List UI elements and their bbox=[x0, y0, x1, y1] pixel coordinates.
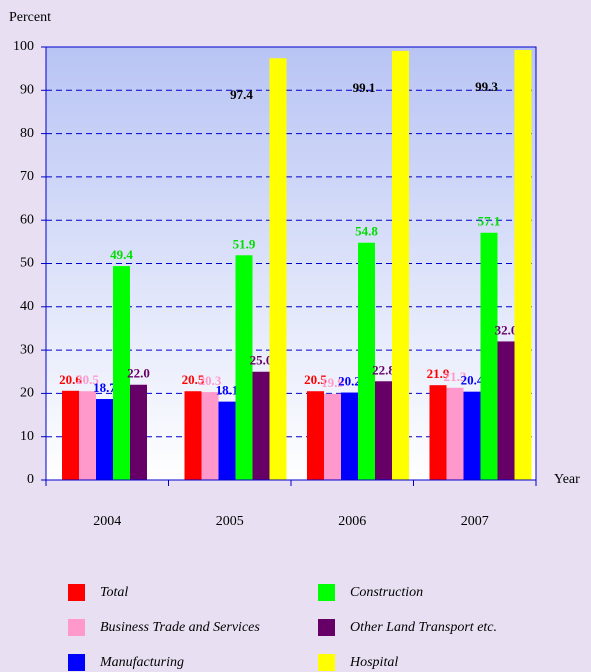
value-label: 20.5 bbox=[182, 372, 205, 387]
x-axis-label: Year bbox=[554, 472, 580, 487]
legend-swatch bbox=[318, 654, 335, 671]
value-label: 18.7 bbox=[93, 380, 116, 395]
value-label: 20.5 bbox=[76, 372, 99, 387]
y-tick-label: 100 bbox=[13, 39, 34, 54]
bar bbox=[341, 392, 358, 480]
bar bbox=[358, 242, 375, 480]
bar bbox=[446, 387, 464, 480]
value-label: 32.0 bbox=[495, 322, 518, 337]
bar bbox=[392, 50, 409, 480]
bar bbox=[130, 384, 147, 480]
legend-swatch bbox=[68, 654, 85, 671]
bar bbox=[324, 393, 341, 480]
value-label: 18.1 bbox=[216, 383, 239, 398]
value-label: 97.4 bbox=[230, 87, 253, 102]
y-tick-label: 30 bbox=[20, 342, 34, 357]
bar bbox=[62, 390, 79, 480]
bar bbox=[480, 232, 498, 480]
bar bbox=[113, 266, 130, 480]
value-label: 21.9 bbox=[427, 366, 450, 381]
x-tick-label: 2006 bbox=[338, 514, 366, 529]
y-tick-label: 90 bbox=[20, 83, 34, 98]
value-label: 22.0 bbox=[127, 366, 150, 381]
legend-swatch bbox=[318, 619, 335, 636]
value-label: 57.1 bbox=[478, 214, 501, 229]
value-label: 19.9 bbox=[321, 375, 344, 390]
bar bbox=[429, 385, 447, 480]
value-label: 54.8 bbox=[355, 224, 378, 239]
legend-label: Manufacturing bbox=[99, 655, 184, 670]
bar bbox=[375, 381, 392, 480]
legend-label: Total bbox=[100, 585, 128, 600]
value-label: 20.5 bbox=[304, 372, 327, 387]
legend-label: Construction bbox=[350, 585, 423, 600]
y-tick-label: 50 bbox=[20, 256, 34, 271]
bar bbox=[307, 391, 324, 480]
bar bbox=[463, 391, 481, 480]
x-tick-label: 2004 bbox=[93, 514, 121, 529]
value-label: 51.9 bbox=[233, 236, 256, 251]
bar bbox=[79, 391, 96, 480]
value-label: 22.8 bbox=[372, 362, 395, 377]
bar bbox=[252, 371, 270, 480]
legend-label: Other Land Transport etc. bbox=[350, 620, 497, 635]
y-axis-label: Percent bbox=[9, 10, 51, 25]
value-label: 99.3 bbox=[475, 79, 498, 94]
value-label: 20.6 bbox=[59, 372, 82, 387]
legend-swatch bbox=[68, 619, 85, 636]
y-tick-label: 60 bbox=[20, 212, 34, 227]
y-tick-label: 10 bbox=[20, 429, 34, 444]
x-tick-label: 2007 bbox=[461, 514, 489, 529]
legend-label: Hospital bbox=[349, 655, 398, 670]
bar bbox=[201, 392, 219, 480]
bar bbox=[269, 58, 287, 481]
x-tick-label: 2005 bbox=[216, 514, 244, 529]
y-tick-label: 70 bbox=[20, 169, 34, 184]
value-label: 20.4 bbox=[461, 373, 484, 388]
bar bbox=[184, 391, 202, 480]
bar bbox=[218, 401, 236, 480]
y-tick-label: 0 bbox=[27, 472, 34, 487]
legend-swatch bbox=[318, 584, 335, 601]
bar bbox=[96, 399, 113, 480]
y-tick-label: 80 bbox=[20, 126, 34, 141]
value-label: 20.3 bbox=[199, 373, 222, 388]
bar bbox=[497, 341, 515, 480]
y-tick-label: 20 bbox=[20, 386, 34, 401]
value-label: 49.4 bbox=[110, 247, 133, 262]
legend-label: Business Trade and Services bbox=[100, 620, 260, 635]
bar bbox=[235, 255, 253, 480]
legend-swatch bbox=[68, 584, 85, 601]
value-label: 99.1 bbox=[353, 80, 376, 95]
value-label: 25.0 bbox=[250, 353, 273, 368]
value-label: 21.3 bbox=[444, 369, 467, 384]
y-tick-label: 40 bbox=[20, 299, 34, 314]
bar bbox=[514, 50, 532, 480]
value-label: 20.2 bbox=[338, 374, 361, 389]
